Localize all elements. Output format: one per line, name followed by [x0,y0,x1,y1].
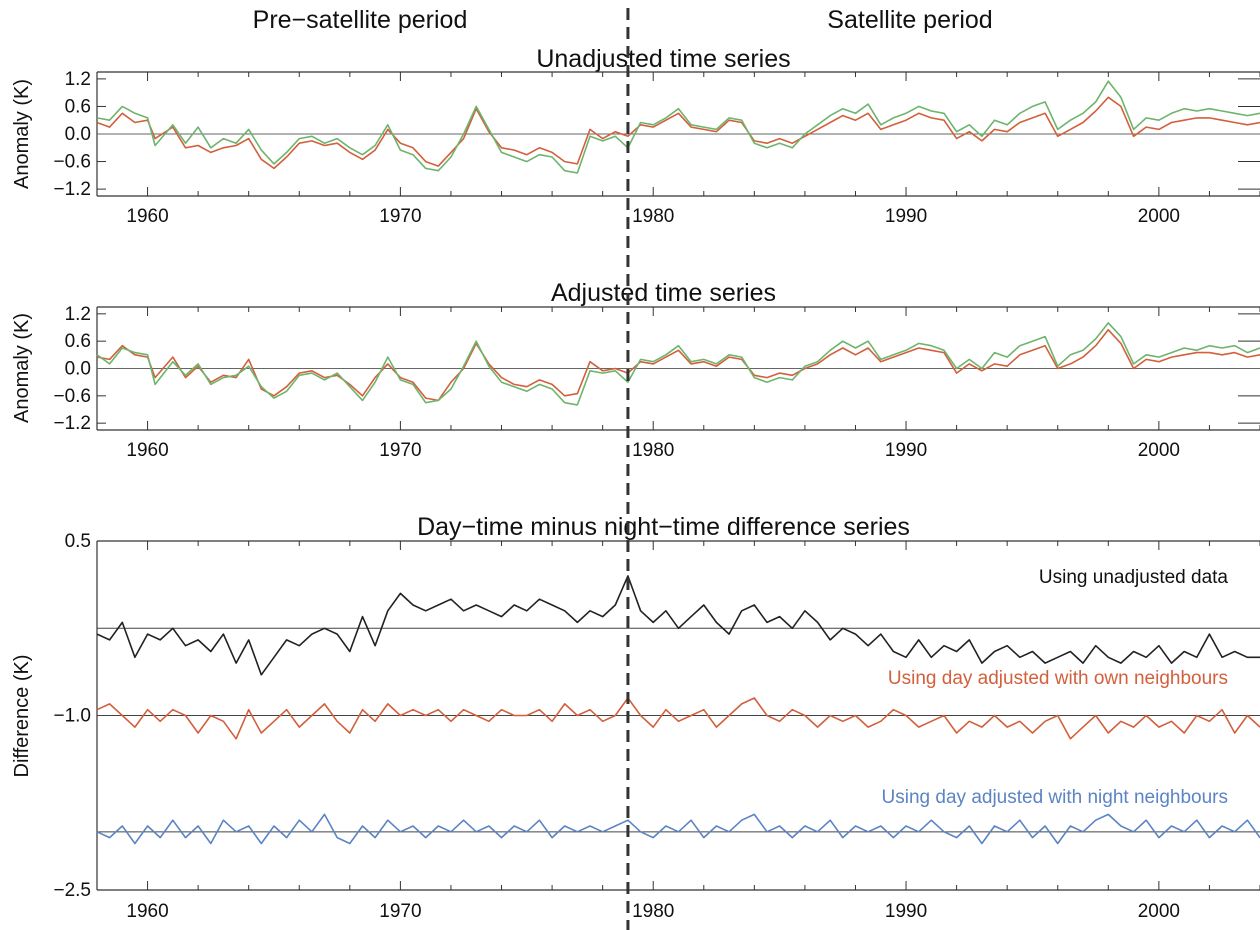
y-tick-label: −1.0 [53,706,91,727]
panel-title-unadjusted: Unadjusted time series [536,45,790,73]
y-tick-label: 0.6 [65,96,91,117]
x-tick-label: 2000 [1138,901,1180,922]
series-label-blue: Using day adjusted with night neighbours [882,787,1228,808]
x-tick-label: 1960 [126,901,168,922]
x-tick-label: 1990 [885,206,927,227]
y-tick-label: −2.5 [53,880,91,901]
y-tick-label: 0.6 [65,331,91,352]
x-tick-label: 1970 [379,206,421,227]
y-tick-label: 1.2 [65,304,91,325]
y-tick-label: −1.2 [53,413,91,434]
y-axis-label-adjusted: Anomaly (K) [11,313,33,423]
series-line-green [96,322,1260,406]
y-tick-label: −0.6 [53,152,91,173]
x-tick-label: 1970 [379,440,421,461]
y-axis-label-difference: Difference (K) [11,654,33,777]
panel-title-adjusted: Adjusted time series [551,279,776,307]
series-line-red [96,329,1260,402]
y-tick-label: 1.2 [65,69,91,90]
series-line-red [96,697,1260,740]
x-tick-label: 1980 [632,206,674,227]
y-axis-label-unadjusted: Anomaly (K) [11,79,33,189]
y-tick-label: −0.6 [53,386,91,407]
series-line-blue [96,813,1260,845]
y-tick-label: −1.2 [53,179,91,200]
panel-adjusted: Adjusted time series Anomaly (K) 1960 1970 1… [11,279,1260,461]
x-tick-label: 2000 [1138,440,1180,461]
series-line-black [96,575,1260,676]
panel-unadjusted: Unadjusted time series Anomaly (K) 1960 197… [11,45,1260,227]
x-tick-label: 2000 [1138,206,1180,227]
pre-satellite-label: Pre−satellite period [253,6,468,34]
series-label-red: Using day adjusted with own neighbours [888,668,1228,689]
panel-title-difference: Day−time minus night−time difference ser… [417,513,910,541]
satellite-label: Satellite period [827,6,992,34]
series-line-green [96,80,1260,174]
x-tick-label: 1990 [885,901,927,922]
series-line-red [96,96,1260,170]
panel-difference: Day−time minus night−time difference ser… [11,513,1260,922]
y-tick-label: 0.0 [65,359,91,380]
x-tick-label: 1960 [126,206,168,227]
y-tick-label: 0.0 [65,124,91,145]
y-tick-label: 0.5 [65,531,91,552]
x-tick-label: 1980 [632,440,674,461]
x-tick-label: 1960 [126,440,168,461]
x-tick-label: 1970 [379,901,421,922]
x-tick-label: 1990 [885,440,927,461]
x-tick-label: 1980 [632,901,674,922]
series-label-black: Using unadjusted data [1039,567,1229,588]
